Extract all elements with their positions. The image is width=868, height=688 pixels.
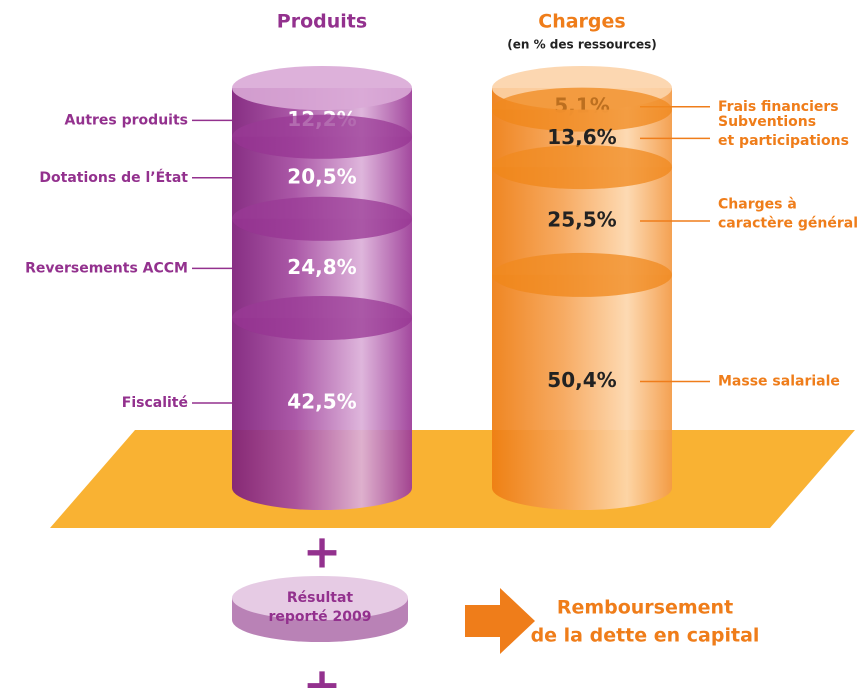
category-label: Subventions bbox=[718, 114, 816, 130]
segment-boundary bbox=[232, 296, 412, 340]
value-label: 42,5% bbox=[287, 390, 356, 414]
cylinder-segment bbox=[232, 318, 412, 510]
floor bbox=[50, 430, 855, 528]
category-label: Charges à bbox=[718, 196, 797, 212]
value-label: 20,5% bbox=[287, 164, 356, 188]
segment-boundary bbox=[492, 252, 672, 297]
category-label: Autres produits bbox=[65, 112, 188, 128]
arrow bbox=[465, 588, 535, 654]
plus-sign: + bbox=[303, 658, 342, 688]
arrow-label: Remboursement bbox=[557, 597, 733, 619]
segment-boundary bbox=[492, 145, 672, 190]
chart-title: Produits bbox=[277, 11, 367, 33]
disc-label: reporté 2009 bbox=[269, 609, 372, 625]
plus-sign: + bbox=[303, 525, 342, 579]
category-label: caractère général bbox=[718, 215, 858, 231]
disc-top bbox=[232, 576, 408, 620]
value-label: 50,4% bbox=[547, 368, 616, 392]
category-label: Dotations de l’État bbox=[39, 169, 188, 186]
segment-boundary bbox=[492, 87, 672, 132]
disc-label: Résultat bbox=[287, 590, 354, 606]
chart-subtitle: (en % des ressources) bbox=[507, 38, 657, 52]
segment-boundary bbox=[232, 196, 412, 241]
category-label: Fiscalité bbox=[122, 395, 188, 411]
category-label: et participations bbox=[718, 133, 849, 149]
cylinder-top bbox=[232, 66, 412, 110]
value-label: 24,8% bbox=[287, 255, 356, 279]
category-label: Masse salariale bbox=[718, 373, 840, 389]
arrow-label: de la dette en capital bbox=[531, 625, 760, 647]
value-label: 25,5% bbox=[547, 207, 616, 231]
value-label: 13,6% bbox=[547, 125, 616, 149]
segment-boundary bbox=[232, 114, 412, 159]
category-label: Frais financiers bbox=[718, 99, 839, 115]
category-label: Reversements ACCM bbox=[25, 260, 188, 276]
cylinder-segment bbox=[492, 274, 672, 510]
chart-title: Charges bbox=[538, 11, 625, 33]
